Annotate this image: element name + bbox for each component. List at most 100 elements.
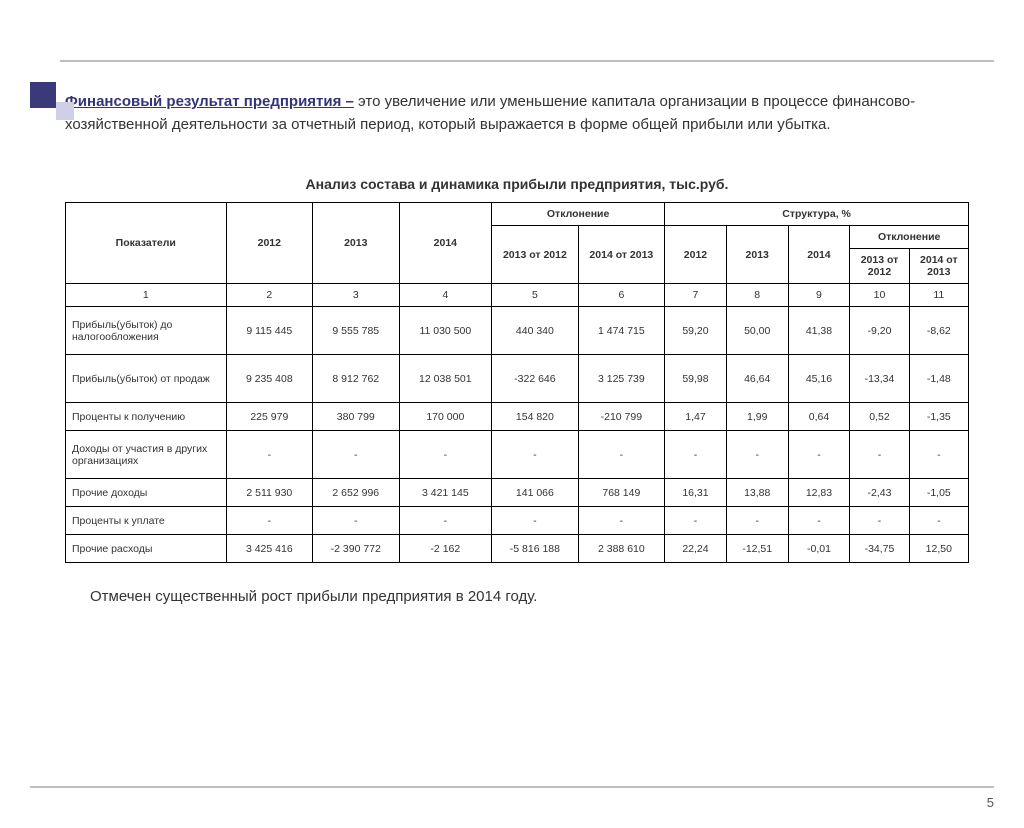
table-title: Анализ состава и динамика прибыли предпр…	[65, 176, 969, 192]
cell: -	[665, 507, 727, 535]
cell: 0,52	[850, 403, 909, 431]
cell: 9 555 785	[313, 307, 399, 355]
cell: -	[313, 507, 399, 535]
th-2013: 2013	[313, 203, 399, 284]
cell: -	[909, 431, 968, 479]
th-dev-13-12: 2013 от 2012	[492, 226, 578, 284]
cell: 768 149	[578, 479, 664, 507]
th-s-deviation: Отклонение	[850, 226, 969, 249]
page-number: 5	[987, 795, 994, 810]
cell: -322 646	[492, 355, 578, 403]
cell: 1 474 715	[578, 307, 664, 355]
th-indicator: Показатели	[66, 203, 227, 284]
colnum-7: 7	[665, 284, 727, 307]
cell: 45,16	[788, 355, 850, 403]
row-label: Прочие расходы	[66, 535, 227, 563]
cell: -	[226, 507, 312, 535]
cell: 46,64	[726, 355, 788, 403]
table-row: Прибыль(убыток) до налогообложения9 115 …	[66, 307, 969, 355]
cell: 2 511 930	[226, 479, 312, 507]
cell: -13,34	[850, 355, 909, 403]
table-row: Проценты к получению225 979380 799170 00…	[66, 403, 969, 431]
th-structure: Структура, %	[665, 203, 969, 226]
cell: 1,47	[665, 403, 727, 431]
cell: -0,01	[788, 535, 850, 563]
table-row: Прочие доходы2 511 9302 652 9963 421 145…	[66, 479, 969, 507]
row-label: Прибыль(убыток) до налогообложения	[66, 307, 227, 355]
profit-table: Показатели 2012 2013 2014 Отклонение Стр…	[65, 202, 969, 563]
th-s2013: 2013	[726, 226, 788, 284]
cell: -12,51	[726, 535, 788, 563]
cell: -	[726, 507, 788, 535]
th-sdev-13-12: 2013 от 2012	[850, 249, 909, 284]
top-divider	[60, 60, 994, 62]
cell: 3 425 416	[226, 535, 312, 563]
th-dev-14-13: 2014 от 2013	[578, 226, 664, 284]
cell: -1,05	[909, 479, 968, 507]
table-body: Прибыль(убыток) до налогообложения9 115 …	[66, 307, 969, 563]
cell: -	[726, 431, 788, 479]
th-sdev-14-13: 2014 от 2013	[909, 249, 968, 284]
cell: -	[313, 431, 399, 479]
cell: 50,00	[726, 307, 788, 355]
th-s2012: 2012	[665, 226, 727, 284]
cell: -5 816 188	[492, 535, 578, 563]
cell: -210 799	[578, 403, 664, 431]
cell: -1,35	[909, 403, 968, 431]
colnum-11: 11	[909, 284, 968, 307]
cell: 380 799	[313, 403, 399, 431]
th-2014: 2014	[399, 203, 492, 284]
table-row: Проценты к уплате----------	[66, 507, 969, 535]
cell: 9 115 445	[226, 307, 312, 355]
table-row: Доходы от участия в других организациях -…	[66, 431, 969, 479]
colnum-row: 1234567891011	[66, 284, 969, 307]
cell: -	[850, 507, 909, 535]
cell: -34,75	[850, 535, 909, 563]
square-dark	[30, 82, 56, 108]
table-header: Показатели 2012 2013 2014 Отклонение Стр…	[66, 203, 969, 307]
cell: 170 000	[399, 403, 492, 431]
cell: -1,48	[909, 355, 968, 403]
table-row: Прибыль(убыток) от продаж9 235 4088 912 …	[66, 355, 969, 403]
colnum-1: 1	[66, 284, 227, 307]
cell: -	[492, 507, 578, 535]
cell: -	[399, 507, 492, 535]
cell: 59,98	[665, 355, 727, 403]
cell: 0,64	[788, 403, 850, 431]
th-s2014: 2014	[788, 226, 850, 284]
cell: 12,50	[909, 535, 968, 563]
cell: 440 340	[492, 307, 578, 355]
colnum-9: 9	[788, 284, 850, 307]
colnum-2: 2	[226, 284, 312, 307]
cell: 141 066	[492, 479, 578, 507]
row-label: Доходы от участия в других организациях	[66, 431, 227, 479]
cell: 16,31	[665, 479, 727, 507]
cell: -	[578, 507, 664, 535]
cell: -	[578, 431, 664, 479]
row-label: Прибыль(убыток) от продаж	[66, 355, 227, 403]
cell: 8 912 762	[313, 355, 399, 403]
row-label: Проценты к получению	[66, 403, 227, 431]
colnum-10: 10	[850, 284, 909, 307]
intro-term: Финансовый результат предприятия –	[65, 93, 354, 110]
row-label: Прочие доходы	[66, 479, 227, 507]
colnum-6: 6	[578, 284, 664, 307]
square-light	[56, 102, 74, 120]
cell: 59,20	[665, 307, 727, 355]
cell: -	[399, 431, 492, 479]
cell: 11 030 500	[399, 307, 492, 355]
cell: -	[788, 507, 850, 535]
cell: -2 390 772	[313, 535, 399, 563]
cell: -2,43	[850, 479, 909, 507]
colnum-5: 5	[492, 284, 578, 307]
th-2012: 2012	[226, 203, 312, 284]
colnum-8: 8	[726, 284, 788, 307]
colnum-4: 4	[399, 284, 492, 307]
table-row: Прочие расходы3 425 416-2 390 772-2 162-…	[66, 535, 969, 563]
row-label: Проценты к уплате	[66, 507, 227, 535]
cell: -	[909, 507, 968, 535]
th-deviation: Отклонение	[492, 203, 665, 226]
footer-note: Отмечен существенный рост прибыли предпр…	[65, 588, 969, 605]
intro-paragraph: Финансовый результат предприятия – это у…	[65, 91, 969, 136]
cell: 12 038 501	[399, 355, 492, 403]
